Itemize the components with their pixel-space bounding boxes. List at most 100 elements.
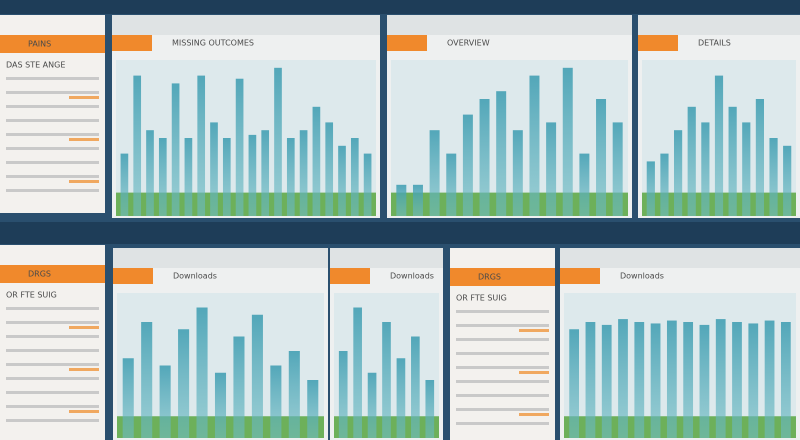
bar — [783, 145, 792, 216]
bar — [235, 78, 244, 216]
bar — [612, 122, 623, 216]
list-line — [456, 338, 549, 341]
bar — [338, 351, 348, 438]
bar — [701, 122, 710, 216]
list-line — [6, 405, 99, 408]
bar — [412, 184, 423, 216]
list-accent — [69, 326, 99, 329]
bar — [222, 138, 231, 216]
green-strip — [391, 192, 628, 216]
bar — [133, 75, 142, 216]
sidebar-header — [0, 265, 105, 283]
bar — [288, 351, 300, 438]
bar — [141, 322, 153, 438]
sidebar-subtitle: OR FTE SUIG — [6, 291, 57, 300]
bar — [732, 322, 742, 438]
bar — [496, 91, 507, 216]
panel-title: OVERVIEW — [447, 39, 490, 48]
sidebar-title: PAINS — [28, 40, 51, 49]
bar — [274, 67, 282, 216]
list-line — [456, 408, 549, 411]
bar — [699, 324, 710, 438]
list-accent — [69, 138, 99, 141]
bar — [122, 358, 134, 438]
bar — [353, 307, 362, 438]
list-line — [6, 175, 99, 178]
list-line — [6, 321, 99, 324]
bar — [350, 138, 359, 216]
bar — [196, 307, 208, 438]
panel-title: MISSING OUTCOMES — [172, 39, 254, 48]
bar — [197, 75, 206, 216]
bar — [158, 138, 167, 216]
list-accent — [69, 96, 99, 99]
list-line — [6, 335, 99, 338]
panel-header — [330, 248, 443, 268]
bar — [780, 322, 791, 438]
bar — [338, 145, 346, 216]
list-line — [456, 380, 549, 383]
bar — [596, 99, 607, 216]
bar — [714, 75, 724, 216]
bar — [764, 320, 775, 438]
list-line — [456, 352, 549, 355]
bar — [396, 184, 407, 216]
bar — [286, 138, 295, 216]
sidebar-header — [450, 268, 555, 286]
list-accent — [69, 410, 99, 413]
bar — [585, 322, 596, 438]
list-line — [6, 105, 99, 108]
bar — [579, 153, 590, 216]
bar — [171, 83, 180, 217]
list-line — [456, 394, 549, 397]
bar — [248, 134, 257, 216]
bar — [411, 336, 420, 438]
bar — [562, 67, 573, 216]
list-line — [6, 161, 99, 164]
panel-tab — [560, 268, 600, 284]
bar — [363, 153, 372, 216]
bar — [546, 122, 557, 216]
panel-title: Downloads — [173, 272, 217, 281]
bar — [728, 106, 737, 216]
bar — [755, 99, 764, 216]
bar — [184, 138, 193, 216]
bar — [748, 323, 759, 438]
sidebar-subtitle: OR FTE SUIG — [456, 294, 507, 303]
panel-tab — [113, 268, 153, 284]
sidebar-header — [0, 35, 105, 53]
bar — [396, 358, 406, 438]
bar — [601, 324, 612, 438]
panel-tab — [638, 35, 678, 51]
bar — [261, 130, 270, 216]
panel-tab — [112, 35, 152, 51]
bar — [159, 365, 171, 438]
list-accent — [519, 413, 549, 416]
bar — [299, 130, 308, 216]
bar — [660, 153, 669, 216]
list-line — [6, 419, 99, 422]
panel-title: DETAILS — [698, 39, 731, 48]
list-line — [6, 391, 99, 394]
list-line — [6, 119, 99, 122]
bar — [367, 372, 377, 438]
bar — [569, 329, 580, 438]
panel-tab — [387, 35, 427, 51]
bar — [146, 130, 154, 216]
bar — [307, 380, 319, 438]
list-line — [6, 133, 99, 136]
list-line — [6, 377, 99, 380]
top-bar — [0, 0, 800, 14]
panel-tab — [330, 268, 370, 284]
panel-title: Downloads — [390, 272, 434, 281]
list-line — [6, 349, 99, 352]
bar — [646, 161, 655, 216]
bar — [178, 329, 190, 438]
panel-header — [112, 15, 380, 35]
bar — [769, 138, 778, 216]
list-line — [6, 307, 99, 310]
bar — [687, 106, 696, 216]
middle-bar — [0, 222, 800, 244]
list-accent — [519, 371, 549, 374]
